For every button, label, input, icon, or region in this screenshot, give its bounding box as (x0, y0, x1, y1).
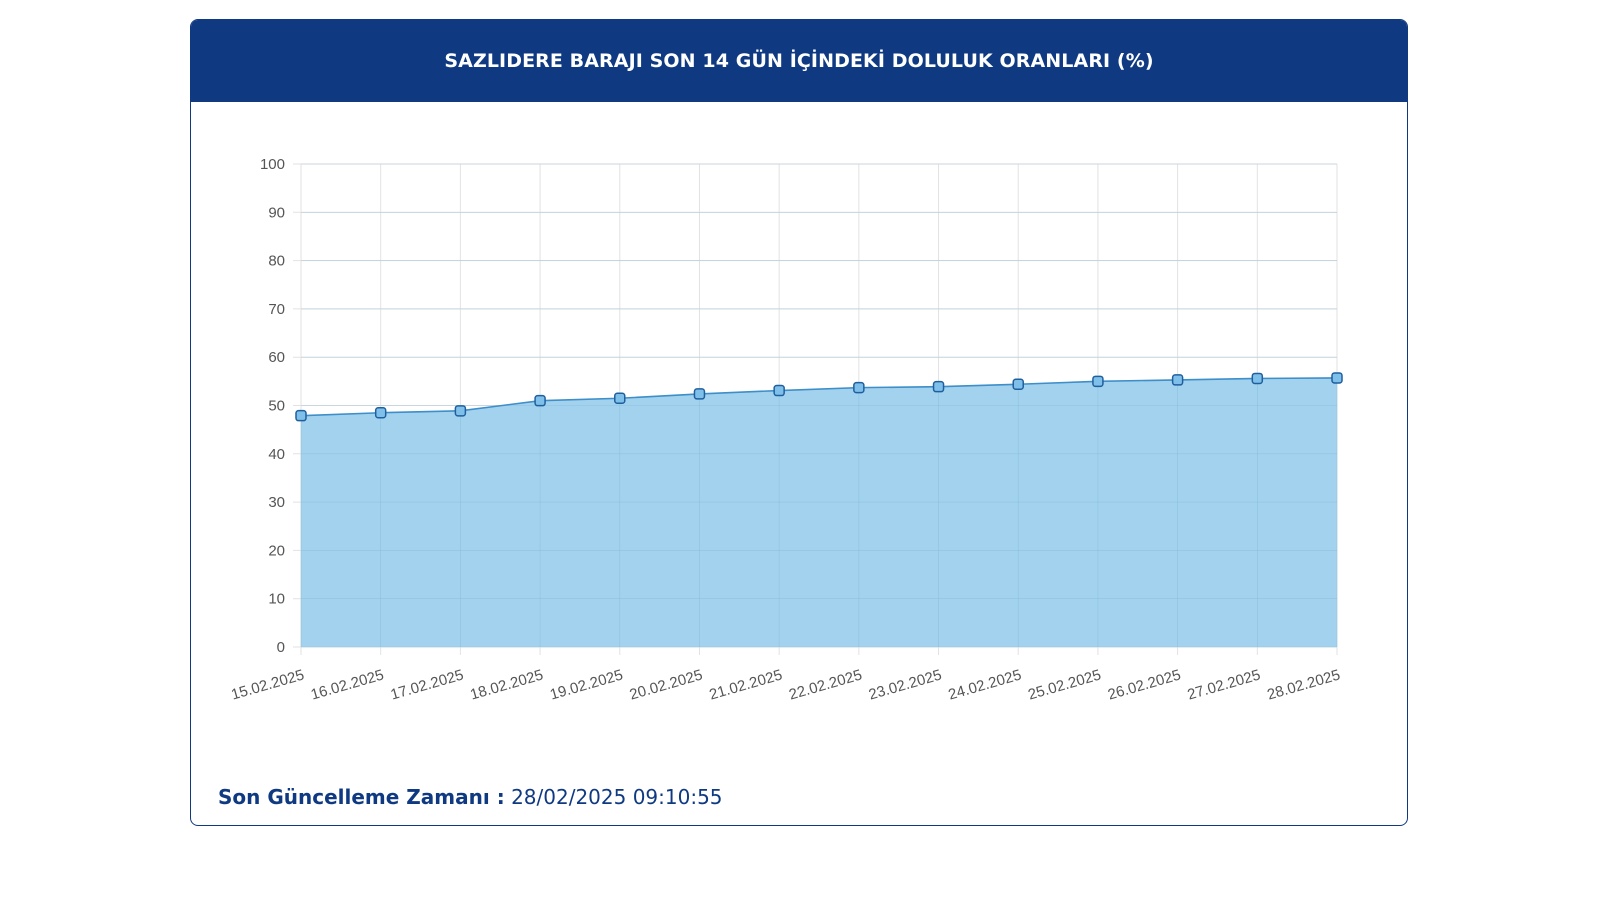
last-update-value: 28/02/2025 09:10:55 (511, 785, 723, 809)
y-tick-label: 100 (260, 156, 285, 173)
x-tick-label: 28.02.2025 (1265, 667, 1342, 704)
y-tick-label: 90 (268, 204, 285, 221)
series-polyline (300, 377, 1338, 417)
data-point (374, 406, 387, 419)
y-tick-label: 70 (268, 301, 285, 318)
y-axis-ticks: 0 10 20 30 40 50 60 70 80 90 100 (260, 156, 285, 656)
data-point (534, 394, 546, 407)
last-update: Son Güncelleme Zamanı : 28/02/2025 09:10… (218, 785, 723, 809)
y-tick-label: 30 (268, 494, 285, 511)
x-tick-label: 18.02.2025 (468, 667, 545, 704)
series-line (300, 377, 1338, 417)
y-tick-label: 50 (268, 398, 285, 415)
data-points (295, 372, 1343, 422)
area-chart: 0 10 20 30 40 50 60 70 80 90 100 15.02.2025 16.02.2… (229, 156, 1343, 704)
data-point (295, 409, 307, 422)
y-tick-label: 60 (268, 349, 285, 366)
data-point (932, 380, 945, 393)
x-tick-label: 24.02.2025 (946, 667, 1023, 704)
x-tick-label: 20.02.2025 (628, 667, 705, 704)
chart-header: SAZLIDERE BARAJI SON 14 GÜN İÇİNDEKİ DOL… (191, 20, 1407, 102)
data-point (614, 392, 626, 405)
x-tick-label: 26.02.2025 (1106, 667, 1183, 704)
y-tick-label: 40 (268, 446, 285, 463)
data-point (773, 384, 785, 397)
chart-title: SAZLIDERE BARAJI SON 14 GÜN İÇİNDEKİ DOL… (444, 50, 1154, 72)
x-tick-label: 16.02.2025 (309, 667, 386, 704)
data-point (1171, 374, 1184, 386)
data-point (1012, 378, 1024, 390)
x-tick-label: 17.02.2025 (389, 667, 466, 704)
data-point (1331, 372, 1343, 384)
data-point (454, 405, 467, 417)
x-tick-label: 19.02.2025 (548, 667, 625, 704)
data-point (1251, 372, 1264, 385)
chart-card: SAZLIDERE BARAJI SON 14 GÜN İÇİNDEKİ DOL… (190, 19, 1408, 826)
x-tick-label: 25.02.2025 (1026, 667, 1103, 704)
y-tick-label: 0 (277, 639, 285, 656)
x-tick-label: 15.02.2025 (229, 667, 306, 704)
x-tick-label: 21.02.2025 (707, 667, 784, 704)
x-tick-label: 27.02.2025 (1186, 667, 1263, 704)
x-tick-label: 22.02.2025 (787, 667, 864, 704)
y-tick-label: 20 (268, 542, 285, 559)
data-point (1092, 375, 1104, 388)
series-area (300, 163, 1338, 648)
chart-area: 0 10 20 30 40 50 60 70 80 90 100 15.02.2025 16.02.2… (191, 102, 1406, 742)
x-axis-ticks: 15.02.2025 16.02.2025 17.02.2025 18.02.2025… (229, 667, 1342, 704)
data-point (693, 388, 706, 400)
x-tick-label: 23.02.2025 (867, 667, 944, 704)
y-tick-label: 80 (268, 253, 285, 270)
last-update-label: Son Güncelleme Zamanı : (218, 785, 505, 809)
area-fill (301, 377, 1337, 647)
y-tick-label: 10 (268, 591, 285, 608)
data-point (853, 381, 865, 394)
